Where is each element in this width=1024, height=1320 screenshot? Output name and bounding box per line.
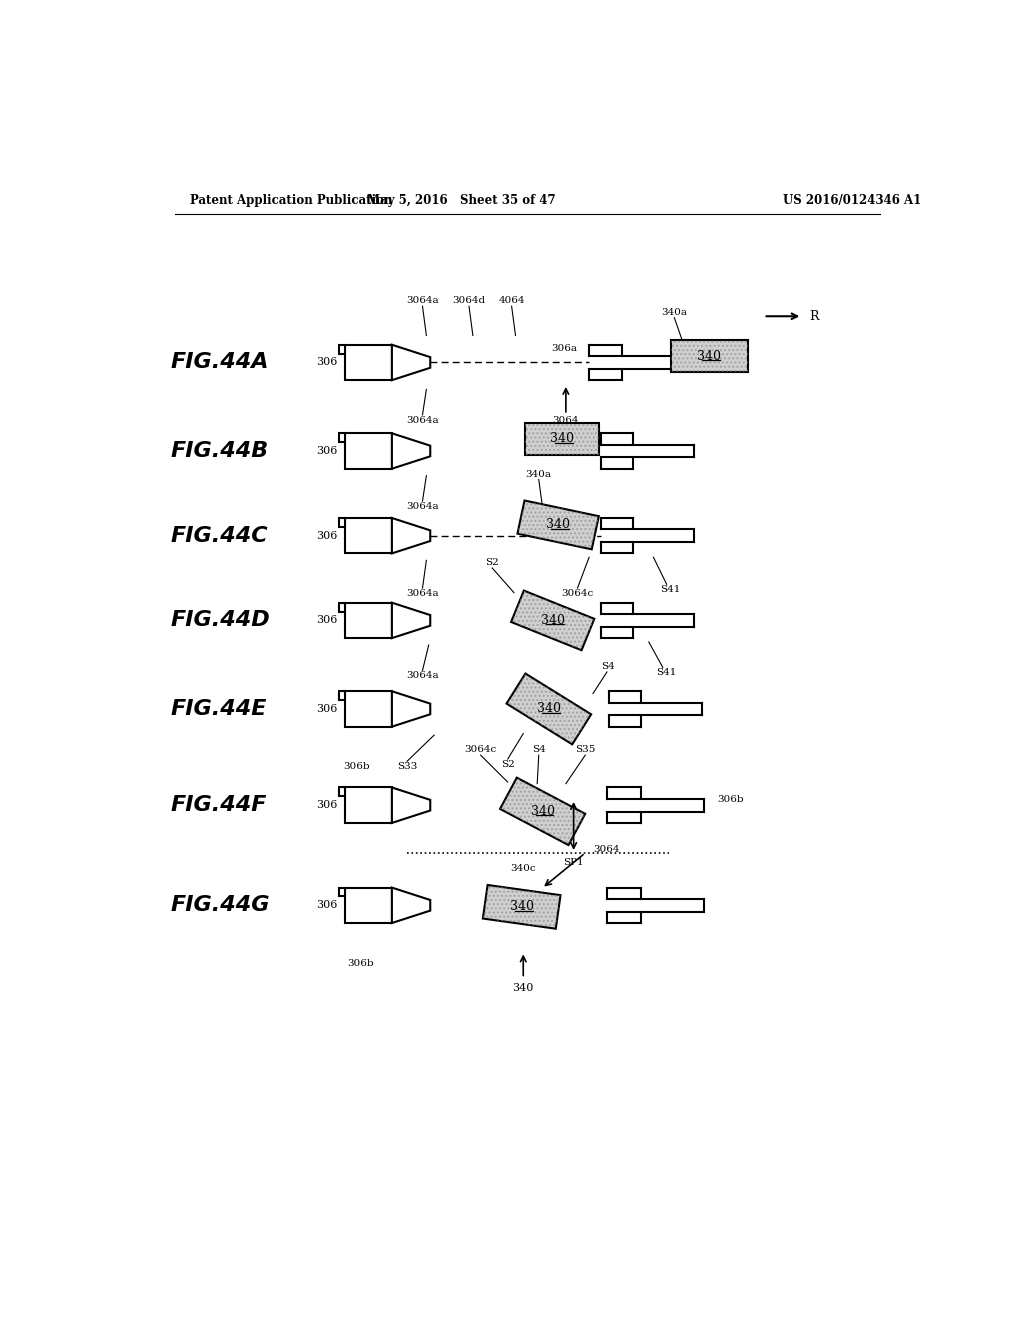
Text: May 5, 2016   Sheet 35 of 47: May 5, 2016 Sheet 35 of 47 [367, 194, 556, 207]
Polygon shape [392, 692, 430, 726]
Polygon shape [517, 500, 599, 549]
Text: 306: 306 [315, 704, 337, 714]
Polygon shape [339, 788, 345, 796]
Text: 306a: 306a [552, 345, 578, 352]
Text: 306b: 306b [343, 762, 370, 771]
Polygon shape [392, 603, 430, 638]
Polygon shape [392, 517, 430, 553]
Polygon shape [339, 692, 345, 700]
Text: 3064c: 3064c [465, 746, 497, 754]
Text: 3064a: 3064a [407, 297, 439, 305]
Text: S41: S41 [656, 668, 677, 677]
Text: 3064a: 3064a [407, 502, 439, 511]
Polygon shape [345, 887, 392, 923]
Polygon shape [392, 788, 430, 822]
Text: S41: S41 [660, 585, 681, 594]
Polygon shape [392, 887, 430, 923]
Polygon shape [525, 422, 599, 455]
Text: FIG.44E: FIG.44E [171, 700, 267, 719]
Text: 306: 306 [315, 358, 337, 367]
Text: S2: S2 [501, 760, 515, 768]
Text: 340a: 340a [525, 470, 552, 479]
Text: Patent Application Publication: Patent Application Publication [190, 194, 392, 207]
Text: 340: 340 [541, 614, 564, 627]
Text: 306: 306 [315, 446, 337, 455]
Text: S2: S2 [485, 558, 499, 568]
Text: FIG.44B: FIG.44B [171, 441, 269, 461]
Text: FIG.44A: FIG.44A [171, 352, 269, 372]
Polygon shape [345, 517, 392, 553]
Text: 340: 340 [546, 519, 570, 532]
Text: FIG.44F: FIG.44F [171, 795, 267, 816]
Polygon shape [392, 433, 430, 469]
Text: 340: 340 [513, 983, 534, 994]
Polygon shape [345, 433, 392, 469]
Text: 340: 340 [697, 350, 721, 363]
Polygon shape [511, 590, 594, 651]
Text: 340c: 340c [510, 863, 536, 873]
Polygon shape [339, 603, 345, 611]
Polygon shape [339, 517, 345, 527]
Text: FIG.44C: FIG.44C [171, 525, 268, 545]
Text: S35: S35 [575, 746, 595, 754]
Polygon shape [345, 692, 392, 726]
Polygon shape [507, 673, 591, 744]
Text: 306b: 306b [717, 795, 743, 804]
Text: 306: 306 [315, 900, 337, 911]
Text: 306b: 306b [347, 958, 374, 968]
Polygon shape [671, 341, 748, 372]
Text: 340: 340 [530, 805, 555, 818]
Text: S4: S4 [602, 663, 615, 671]
Text: 340: 340 [510, 900, 534, 913]
Text: 3064a: 3064a [407, 589, 439, 598]
Text: 340a: 340a [662, 308, 687, 317]
Polygon shape [345, 345, 392, 380]
Polygon shape [483, 884, 560, 929]
Text: S4: S4 [531, 746, 546, 754]
Polygon shape [392, 345, 430, 380]
Text: 3064: 3064 [553, 416, 580, 425]
Text: R: R [809, 310, 818, 323]
Polygon shape [339, 887, 345, 896]
Text: FIG.44G: FIG.44G [171, 895, 270, 915]
Text: 340: 340 [550, 432, 574, 445]
Text: 306: 306 [315, 800, 337, 810]
Polygon shape [339, 433, 345, 442]
Text: US 2016/0124346 A1: US 2016/0124346 A1 [783, 194, 922, 207]
Polygon shape [345, 603, 392, 638]
Text: 3064d: 3064d [453, 297, 485, 305]
Polygon shape [500, 777, 585, 845]
Text: 3064a: 3064a [407, 672, 439, 680]
Text: 340: 340 [537, 702, 561, 715]
Polygon shape [345, 788, 392, 822]
Polygon shape [339, 345, 345, 354]
Text: 306: 306 [315, 531, 337, 541]
Text: SP1: SP1 [563, 858, 584, 867]
Text: S33: S33 [397, 762, 417, 771]
Text: 3064a: 3064a [407, 416, 439, 425]
Text: 3064: 3064 [593, 845, 620, 854]
Text: 3064c: 3064c [561, 589, 594, 598]
Text: 4064: 4064 [499, 297, 525, 305]
Text: FIG.44D: FIG.44D [171, 610, 270, 631]
Text: 306: 306 [315, 615, 337, 626]
